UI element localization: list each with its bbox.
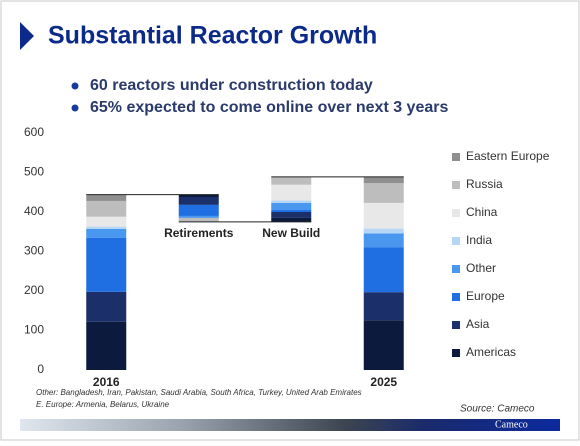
bar-segment (86, 228, 127, 238)
bar-segment (363, 247, 404, 293)
footnote: E. Europe: Armenia, Belarus, Ukraine (36, 400, 170, 409)
bullet: 60 reactors under construction today (90, 77, 373, 94)
y-tick-label: 200 (24, 283, 44, 297)
bar-segment (363, 233, 404, 248)
legend-label: Other (466, 261, 496, 275)
bar-segment (178, 196, 219, 205)
bar-segment (86, 291, 127, 322)
legend-swatch (452, 349, 460, 357)
legend-label: Americas (466, 345, 516, 359)
bullet: 65% expected to come online over next 3 … (90, 99, 448, 116)
bar-segment (363, 202, 404, 229)
bullet-dot (71, 82, 79, 90)
bar-segment (271, 200, 312, 203)
legend-swatch (452, 293, 460, 301)
bar-segment (363, 176, 404, 184)
legend-label: China (466, 205, 498, 219)
bar-segment (86, 200, 127, 217)
x-tick-label: New Build (262, 226, 320, 240)
bar-segment (271, 212, 312, 218)
bar-segment (86, 321, 127, 370)
bar-segment (178, 215, 219, 218)
y-tick-label: 100 (24, 323, 44, 337)
bar-segment (178, 217, 219, 222)
footnote: Other: Bangladesh, Iran, Pakistan, Saudi… (36, 388, 362, 397)
y-tick-label: 500 (24, 165, 44, 179)
legend-swatch (452, 237, 460, 245)
source: Source: Cameco (460, 404, 535, 415)
bar-segment (271, 176, 312, 185)
title: Substantial Reactor Growth (48, 22, 377, 50)
y-tick-label: 600 (24, 125, 44, 139)
legend-label: Russia (466, 177, 503, 191)
bar-segment (363, 320, 404, 370)
x-tick-label: 2016 (93, 375, 120, 389)
y-tick-label: 400 (24, 204, 44, 218)
legend-swatch (452, 321, 460, 329)
legend-label: India (466, 233, 492, 247)
footer-stripe (20, 419, 560, 431)
bar-segment (86, 226, 127, 229)
legend-label: Eastern Europe (466, 149, 550, 163)
bar-segment (363, 228, 404, 234)
bar-segment (86, 237, 127, 292)
y-tick-label: 0 (37, 362, 44, 376)
legend-swatch (452, 153, 460, 161)
bar-segment (363, 183, 404, 203)
x-tick-label: 2025 (370, 375, 397, 389)
bar-segment (271, 210, 312, 212)
legend-swatch (452, 265, 460, 273)
legend-swatch (452, 181, 460, 189)
title-marker (20, 22, 34, 50)
y-tick-label: 300 (24, 244, 44, 258)
bar-segment (178, 204, 219, 216)
bar-segment (363, 292, 404, 321)
bullet-dot (71, 104, 79, 112)
x-tick-label: Retirements (164, 226, 234, 240)
legend-swatch (452, 209, 460, 217)
bar-segment (178, 194, 219, 197)
brand: Cameco (495, 419, 528, 430)
bar-segment (271, 184, 312, 201)
bar-segment (271, 202, 312, 211)
bar-segment (271, 217, 312, 222)
legend-label: Europe (466, 289, 505, 303)
bar-segment (86, 194, 127, 201)
legend-label: Asia (466, 317, 490, 331)
bar-segment (86, 216, 127, 227)
